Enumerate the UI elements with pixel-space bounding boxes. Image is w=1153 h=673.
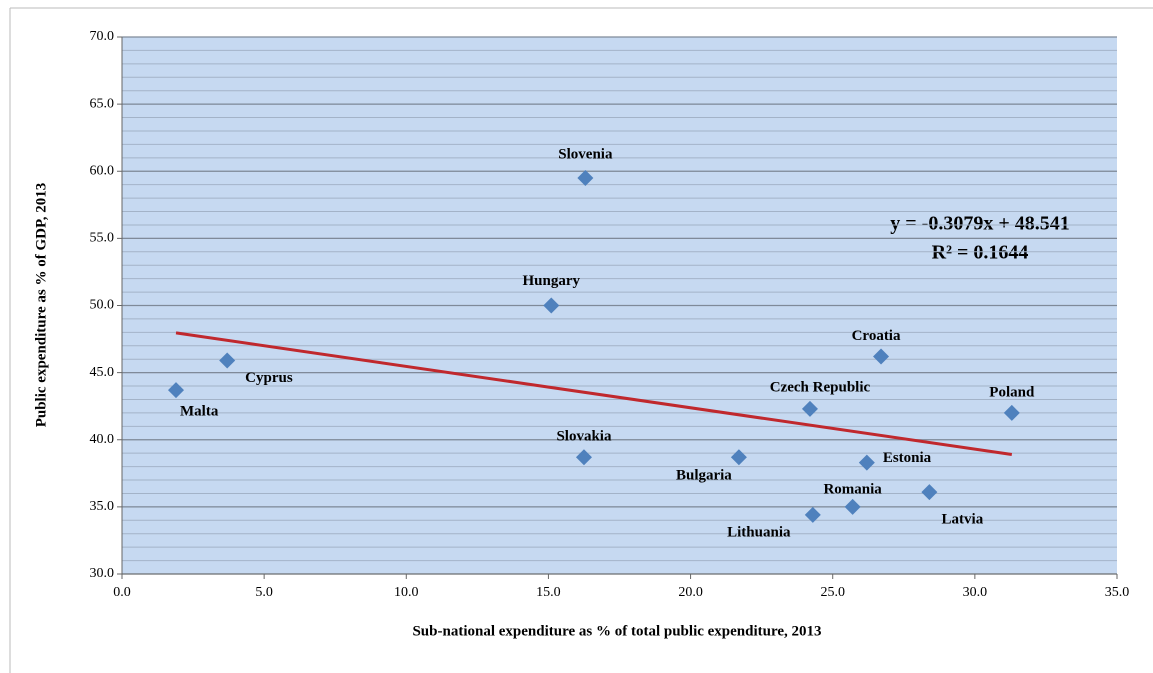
point-label: Latvia <box>942 512 984 528</box>
point <box>219 352 236 369</box>
point <box>543 297 560 314</box>
point <box>921 484 938 501</box>
point-label: Lithuania <box>727 524 791 540</box>
x-tick-label: 10.0 <box>394 585 419 600</box>
point-label: Cyprus <box>245 370 293 386</box>
y-tick-label: 65.0 <box>90 96 115 111</box>
point <box>873 348 890 365</box>
x-tick-label: 5.0 <box>255 585 273 600</box>
y-tick-label: 60.0 <box>90 163 115 178</box>
point-label: Bulgaria <box>676 468 732 484</box>
point-label: Romania <box>823 481 882 497</box>
x-tick-label: 0.0 <box>113 585 131 600</box>
x-tick-label: 20.0 <box>678 585 703 600</box>
point <box>844 498 861 515</box>
point-label: Croatia <box>852 328 901 344</box>
x-axis-title: Sub-national expenditure as % of total p… <box>412 623 821 639</box>
y-tick-label: 50.0 <box>90 298 115 313</box>
point-label: Czech Republic <box>770 379 871 395</box>
x-tick-label: 30.0 <box>963 585 988 600</box>
r-squared: R² = 0.1644 <box>932 242 1029 264</box>
point <box>730 449 747 466</box>
point-label: Slovenia <box>558 146 613 162</box>
point <box>858 454 875 471</box>
y-tick-label: 30.0 <box>90 566 115 581</box>
y-tick-label: 40.0 <box>90 432 115 447</box>
point-label: Malta <box>180 404 219 420</box>
point-label: Hungary <box>523 273 581 289</box>
trend-equation: y = -0.3079x + 48.541 <box>890 213 1069 235</box>
y-tick-label: 35.0 <box>90 499 115 514</box>
y-axis-title: Public expenditure as % of GDP, 2013 <box>33 183 49 428</box>
point-label: Poland <box>989 384 1035 400</box>
point <box>801 400 818 417</box>
x-tick-label: 25.0 <box>820 585 845 600</box>
point <box>575 449 592 466</box>
y-tick-label: 55.0 <box>90 231 115 246</box>
point <box>577 169 594 186</box>
point <box>1003 404 1020 421</box>
y-tick-label: 45.0 <box>90 365 115 380</box>
x-tick-label: 35.0 <box>1105 585 1130 600</box>
y-tick-label: 70.0 <box>90 29 115 44</box>
point <box>168 382 185 399</box>
point-label: Estonia <box>883 450 932 466</box>
x-tick-label: 15.0 <box>536 585 561 600</box>
point <box>804 506 821 523</box>
point-label: Slovakia <box>556 429 612 445</box>
trend-line <box>175 331 1013 457</box>
